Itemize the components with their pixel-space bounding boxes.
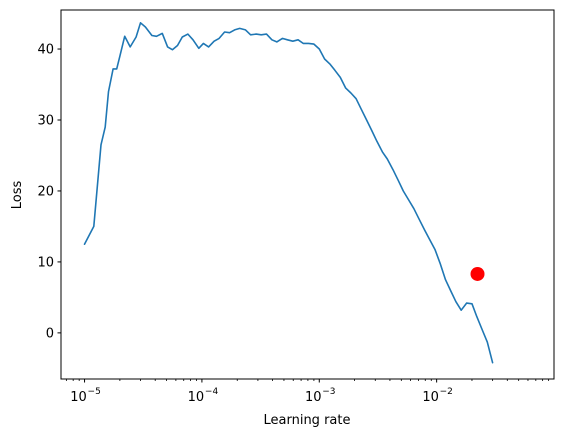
plot-frame — [60, 9, 555, 380]
y-tick-label: 0 — [46, 326, 54, 341]
x-tick-label: 10 — [70, 390, 87, 405]
y-tick-label: 40 — [37, 43, 54, 58]
series-layer — [83, 21, 494, 364]
x-tick-label: 10 — [422, 390, 439, 405]
x-tick-label-exponent: −3 — [322, 387, 335, 397]
x-axis-label: Learning rate — [264, 413, 351, 428]
suggested-lr-marker — [470, 266, 485, 281]
x-tick-label: 10 — [188, 390, 205, 405]
x-tick-label-exponent: −5 — [88, 387, 101, 397]
x-tick-label: 10 — [305, 390, 322, 405]
y-tick-label: 30 — [37, 113, 54, 128]
loss-series-line — [83, 21, 494, 364]
labels-layer: Learning rate Loss — [10, 181, 350, 428]
x-tick-label-exponent: −2 — [440, 387, 453, 397]
y-tick-label: 20 — [37, 184, 54, 199]
y-tick-label: 10 — [37, 255, 54, 270]
x-tick-label-exponent: −4 — [205, 387, 219, 397]
y-axis-label: Loss — [10, 181, 25, 210]
